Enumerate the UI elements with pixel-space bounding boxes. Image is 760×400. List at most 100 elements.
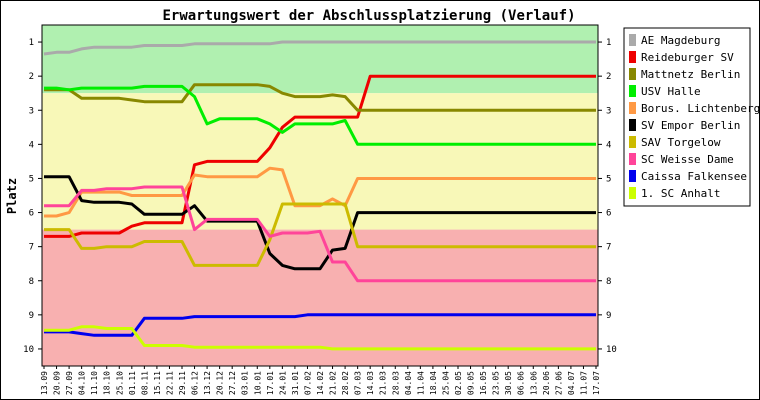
legend-label: Borus. Lichtenberg: [641, 102, 759, 115]
rank-band-1: [42, 25, 598, 94]
x-tick-label: 30.05: [504, 371, 513, 395]
x-tick-label: 02.05: [454, 371, 463, 395]
y-tick-label-right: 7: [606, 243, 611, 253]
y-tick-label-left: 2: [29, 72, 34, 82]
y-tick-label-right: 9: [606, 311, 611, 321]
series-line-9: [44, 313, 596, 337]
y-tick-label-right: 1: [606, 38, 611, 48]
series-line-2: [44, 74, 596, 238]
legend-box: [623, 27, 751, 207]
y-tick-label-left: 5: [29, 174, 34, 184]
x-tick-label: 07.03: [354, 371, 363, 395]
y-tick-label-right: 3: [606, 106, 611, 116]
x-tick-label: 20.06: [542, 371, 551, 395]
legend-label: AE Magdeburg: [641, 34, 720, 47]
x-tick-label: 11.04: [416, 371, 425, 395]
x-tick-label: 09.05: [467, 371, 476, 395]
legend-swatch: [629, 85, 636, 97]
series-line-10: [44, 325, 596, 351]
x-tick-label: 20.09: [53, 371, 62, 395]
x-tick-label: 13.12: [203, 371, 212, 395]
x-tick-label: 10.01: [253, 371, 262, 395]
legend-swatch: [629, 119, 636, 131]
legend-label: SAV Torgelow: [641, 136, 721, 149]
x-tick-label: 27.09: [65, 371, 74, 395]
x-tick-label: 14.02: [316, 371, 325, 395]
y-tick-label-right: 6: [606, 209, 611, 219]
legend-label: Mattnetz Berlin: [641, 68, 740, 81]
x-tick-label: 06.06: [517, 371, 526, 395]
x-tick-label: 08.11: [140, 371, 149, 395]
legend-swatch: [629, 136, 636, 148]
x-tick-label: 29.11: [178, 371, 187, 395]
x-tick-label: 18.10: [103, 371, 112, 395]
series-layer: [43, 40, 596, 351]
x-tick-label: 25.04: [441, 371, 450, 395]
y-ticks-left: 1 2 3 4 5 6 7 8 9 10: [23, 38, 42, 355]
y-ticks-right: 1 2 3 4 5 6 7 8 9 10: [598, 38, 617, 355]
series-line-3: [44, 83, 596, 112]
x-tick-label: 17.01: [266, 371, 275, 395]
rank-band-2: [42, 93, 598, 230]
legend-label: Reideburger SV: [641, 51, 734, 64]
y-tick-label-right: 10: [606, 345, 617, 355]
x-tick-label: 11.10: [90, 371, 99, 395]
y-tick-label-right: 4: [606, 140, 611, 150]
series-line-5: [44, 166, 596, 218]
y-tick-label-left: 1: [29, 38, 34, 48]
legend-label: USV Halle: [641, 85, 701, 98]
legend-swatch: [629, 34, 636, 46]
x-tick-label: 07.02: [303, 371, 312, 395]
x-tick-label: 24.01: [278, 371, 287, 395]
y-tick-label-left: 7: [29, 243, 34, 253]
x-tick-label: 28.02: [341, 371, 350, 395]
legend-swatch: [629, 153, 636, 165]
x-tick-label: 27.06: [554, 371, 563, 395]
y-tick-label-left: 8: [29, 277, 34, 287]
legend: AE Magdeburg Reideburger SV Mattnetz Berli…: [623, 27, 759, 207]
x-tick-label: 04.07: [567, 371, 576, 395]
legend-label: Caissa Falkensee: [641, 170, 747, 183]
y-tick-label-left: 6: [29, 209, 34, 219]
x-tick-label: 28.03: [391, 371, 400, 395]
x-tick-label: 04.10: [78, 371, 87, 395]
legend-swatch: [629, 187, 636, 199]
legend-swatch: [629, 102, 636, 114]
x-tick-label: 22.11: [165, 371, 174, 395]
legend-swatch: [629, 170, 636, 182]
x-tick-label: 13.06: [529, 371, 538, 395]
x-tick-label: 21.02: [329, 371, 338, 395]
x-tick-label: 21.03: [379, 371, 388, 395]
x-tick-label: 20.12: [216, 371, 225, 395]
x-tick-label: 06.12: [191, 371, 200, 395]
x-tick-label: 25.10: [115, 371, 124, 395]
x-tick-label: 13.09: [40, 371, 49, 395]
y-tick-label-right: 8: [606, 277, 611, 287]
legend-swatch: [629, 68, 636, 80]
y-tick-label-left: 4: [29, 140, 34, 150]
series-line-1: [43, 40, 596, 56]
x-tick-label: 18.04: [429, 371, 438, 395]
x-tick-label: 23.05: [492, 371, 501, 395]
y-tick-label-right: 2: [606, 72, 611, 82]
rank-band-3: [42, 229, 598, 366]
series-line-7: [44, 202, 596, 267]
legend-label: SV Empor Berlin: [641, 119, 740, 132]
x-tick-label: 16.05: [479, 371, 488, 395]
legend-label: 1. SC Anhalt: [641, 187, 720, 200]
x-tick-label: 27.12: [228, 371, 237, 395]
x-tick-label: 31.01: [291, 371, 300, 395]
series-line-6: [44, 175, 596, 271]
y-tick-label-right: 5: [606, 174, 611, 184]
x-tick-label: 17.07: [592, 371, 601, 395]
x-ticks: 13.09 20.09 27.09 04.10 11.10 18.10 25.10 01.11…: [40, 366, 601, 395]
x-tick-label: 14.03: [366, 371, 375, 395]
x-tick-label: 15.11: [153, 371, 162, 395]
chart-title: Erwartungswert der Abschlussplatzierung …: [162, 8, 575, 24]
y-tick-label-left: 9: [29, 311, 34, 321]
x-tick-label: 11.07: [579, 371, 588, 395]
y-tick-label-left: 10: [23, 345, 34, 355]
legend-swatch: [629, 51, 636, 63]
